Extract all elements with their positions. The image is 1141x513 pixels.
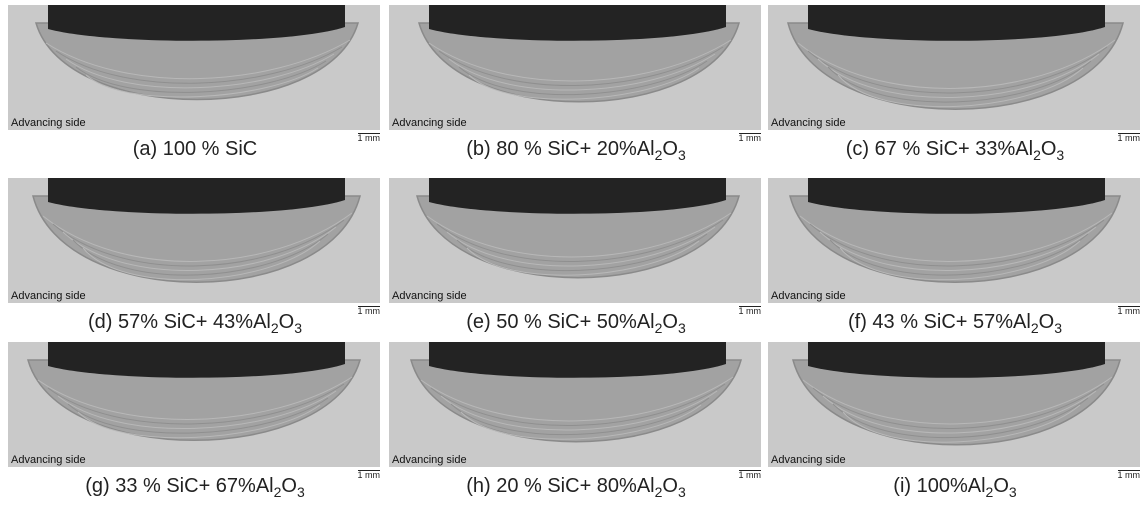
caption: (g) 33 % SiC+ 67%Al2O3 — [8, 475, 382, 500]
side-label: Advancing side — [771, 454, 846, 466]
caption: (e) 50 % SiC+ 50%Al2O3 — [389, 311, 763, 336]
caption-text: (f) 43 % SiC+ 57%Al — [848, 311, 1031, 333]
caption: (b) 80 % SiC+ 20%Al2O3 — [389, 138, 763, 163]
caption: (d) 57% SiC+ 43%Al2O3 — [8, 311, 382, 336]
caption-text: (e) 50 % SiC+ 50%Al — [466, 311, 654, 333]
caption: (h) 20 % SiC+ 80%Al2O3 — [389, 475, 763, 500]
micrograph: Advancing side — [8, 5, 380, 130]
caption-subscript: 2 — [1031, 320, 1039, 336]
tool-cavity — [48, 342, 345, 378]
tool-cavity — [429, 178, 726, 214]
tool-cavity — [429, 342, 726, 378]
tool-cavity — [808, 5, 1105, 41]
caption: (a) 100 % SiC — [8, 138, 382, 161]
caption-subscript: 2 — [1033, 147, 1041, 163]
side-label: Advancing side — [11, 454, 86, 466]
caption-subscript: 3 — [294, 320, 302, 336]
side-label: Advancing side — [392, 290, 467, 302]
micrograph: Advancing side — [389, 342, 761, 467]
micrograph: Advancing side — [8, 178, 380, 303]
caption-text: (b) 80 % SiC+ 20%Al — [466, 138, 654, 160]
caption-text: (g) 33 % SiC+ 67%Al — [85, 475, 273, 497]
figure: Advancing side1 mm(a) 100 % SiCAdvancing… — [0, 0, 1141, 513]
caption-subscript: 3 — [1009, 484, 1017, 500]
caption-text: (h) 20 % SiC+ 80%Al — [466, 475, 654, 497]
caption-text: O — [662, 311, 678, 333]
caption-text: O — [279, 311, 295, 333]
side-label: Advancing side — [771, 117, 846, 129]
tool-cavity — [48, 178, 345, 214]
caption: (i) 100%Al2O3 — [768, 475, 1141, 500]
caption-subscript: 3 — [678, 320, 686, 336]
caption-subscript: 3 — [678, 484, 686, 500]
side-label: Advancing side — [392, 454, 467, 466]
side-label: Advancing side — [11, 117, 86, 129]
micrograph: Advancing side — [768, 178, 1140, 303]
micrograph: Advancing side — [768, 342, 1140, 467]
caption-subscript: 2 — [271, 320, 279, 336]
caption: (c) 67 % SiC+ 33%Al2O3 — [768, 138, 1141, 163]
side-label: Advancing side — [771, 290, 846, 302]
tool-cavity — [808, 178, 1105, 214]
side-label: Advancing side — [11, 290, 86, 302]
tool-cavity — [429, 5, 726, 41]
micrograph: Advancing side — [768, 5, 1140, 130]
micrograph: Advancing side — [389, 178, 761, 303]
caption-text: O — [1039, 311, 1055, 333]
caption-subscript: 3 — [678, 147, 686, 163]
caption: (f) 43 % SiC+ 57%Al2O3 — [768, 311, 1141, 336]
caption-text: (c) 67 % SiC+ 33%Al — [846, 138, 1033, 160]
caption-text: O — [993, 475, 1009, 497]
micrograph: Advancing side — [8, 342, 380, 467]
caption-text: O — [281, 475, 297, 497]
panel: Advancing side1 mm(e) 50 % SiC+ 50%Al2O3 — [389, 178, 763, 343]
caption-subscript: 3 — [1054, 320, 1062, 336]
micrograph: Advancing side — [389, 5, 761, 130]
caption-text: (d) 57% SiC+ 43%Al — [88, 311, 271, 333]
tool-cavity — [808, 342, 1105, 378]
caption-subscript: 3 — [1056, 147, 1064, 163]
caption-text: O — [1041, 138, 1057, 160]
tool-cavity — [48, 5, 345, 41]
caption-subscript: 3 — [297, 484, 305, 500]
caption-text: O — [662, 138, 678, 160]
panel: Advancing side1 mm(b) 80 % SiC+ 20%Al2O3 — [389, 5, 763, 170]
side-label: Advancing side — [392, 117, 467, 129]
caption-text: (i) 100%Al — [893, 475, 985, 497]
caption-text: (a) 100 % SiC — [133, 138, 258, 160]
caption-text: O — [662, 475, 678, 497]
